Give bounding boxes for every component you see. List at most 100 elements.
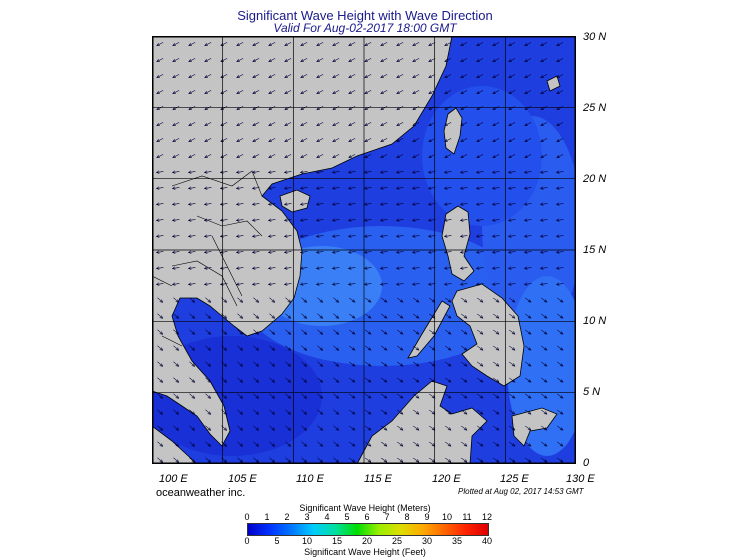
wave-arrow — [316, 106, 324, 110]
wave-arrow — [316, 138, 324, 142]
wave-arrow-head — [555, 170, 560, 174]
wave-arrow-head — [347, 234, 352, 238]
wave-arrow-head — [191, 411, 196, 415]
wave-arrow-head — [492, 106, 496, 110]
wave-arrow — [236, 106, 244, 110]
lat-lon-grid — [152, 36, 576, 464]
wave-arrow — [317, 441, 323, 447]
wave-arrow — [188, 74, 196, 78]
wave-arrow-head — [252, 138, 256, 142]
wave-arrow-head — [559, 331, 564, 335]
wave-arrow — [317, 425, 323, 431]
wave-arrow-head — [347, 250, 352, 254]
wave-arrow — [348, 74, 356, 78]
wave-arrow — [492, 361, 500, 367]
wave-arrow — [317, 345, 323, 351]
wave-arrow — [556, 345, 564, 351]
wave-arrow — [444, 441, 452, 447]
wave-arrow-head — [159, 427, 164, 431]
wave-arrow-head — [540, 90, 544, 94]
wave-arrow-head — [476, 154, 480, 158]
wave-arrow-head — [235, 202, 240, 206]
wave-arrow-head — [380, 42, 384, 46]
wave-arrow-head — [303, 379, 308, 383]
wave-arrow-head — [367, 315, 372, 319]
wave-arrow-head — [367, 411, 372, 415]
wave-arrow — [444, 251, 452, 253]
wave-arrow-head — [539, 202, 544, 206]
wave-arrow — [189, 425, 195, 431]
wave-arrow — [412, 361, 420, 367]
wave-arrow-head — [331, 266, 336, 270]
wave-arrow — [300, 267, 308, 269]
wave-arrow-head — [540, 122, 544, 126]
wave-arrow-head — [299, 282, 304, 286]
wave-arrow-head — [315, 218, 320, 222]
wave-arrow-head — [283, 250, 288, 254]
wave-arrow — [284, 122, 292, 126]
wave-arrow-head — [475, 186, 480, 190]
wave-arrow — [460, 106, 468, 110]
wave-arrow — [396, 187, 404, 189]
wave-arrow — [285, 377, 291, 383]
wave-arrow — [237, 313, 243, 319]
wave-arrow — [157, 313, 163, 319]
wave-arrow — [428, 345, 436, 351]
wave-arrow — [476, 457, 484, 463]
wave-arrow — [540, 457, 548, 463]
wave-arrow — [444, 58, 452, 62]
wave-arrow — [252, 267, 260, 269]
wave-arrow — [204, 74, 212, 78]
wave-arrow — [284, 251, 292, 253]
wave-arrow — [444, 90, 452, 94]
wave-arrow-head — [287, 299, 292, 303]
wave-arrow — [189, 457, 195, 463]
wave-arrow-head — [255, 379, 260, 383]
wave-arrow — [396, 42, 404, 46]
wave-arrow — [237, 457, 243, 463]
wave-arrow — [284, 90, 292, 94]
wave-arrow — [364, 457, 372, 463]
colorbar-tick-meters: 2 — [284, 512, 290, 522]
wave-arrow — [476, 409, 484, 415]
wave-arrow-head — [315, 186, 320, 190]
wave-arrow-head — [299, 250, 304, 254]
wave-arrow — [253, 409, 259, 415]
wave-arrow-head — [412, 42, 416, 46]
wave-arrow — [205, 425, 211, 431]
wave-arrow — [284, 267, 292, 269]
wave-arrow — [300, 138, 308, 142]
wave-arrow — [364, 409, 372, 415]
wave-arrow-head — [491, 218, 496, 222]
wave-arrow-head — [412, 106, 416, 110]
wave-arrow-head — [267, 266, 272, 270]
wave-arrow — [236, 42, 244, 46]
wave-arrow-head — [283, 186, 288, 190]
wave-arrow — [508, 187, 516, 189]
wave-arrow — [268, 219, 276, 221]
wave-arrow — [444, 409, 452, 415]
wave-arrow — [348, 393, 356, 399]
wave-arrow — [492, 90, 500, 94]
wave-arrow-head — [463, 331, 468, 335]
wave-arrow-head — [239, 411, 244, 415]
wave-arrow — [508, 457, 516, 463]
wave-arrow — [173, 345, 179, 351]
wave-arrow-head — [203, 250, 208, 254]
wave-arrow — [492, 345, 500, 351]
wave-arrow-head — [159, 459, 164, 463]
wave-arrow-head — [303, 411, 308, 415]
wave-arrow — [492, 283, 500, 285]
wave-arrow-head — [396, 138, 400, 142]
wave-arrow — [316, 219, 324, 221]
wave-arrow-head — [283, 218, 288, 222]
wave-arrow — [476, 377, 484, 383]
wave-arrow-head — [155, 170, 160, 174]
wave-arrow-head — [524, 154, 528, 158]
wave-arrow-head — [395, 218, 400, 222]
wave-arrow-head — [303, 331, 308, 335]
wave-arrow-head — [527, 379, 532, 383]
wave-arrow-head — [475, 234, 480, 238]
wave-arrow — [540, 329, 548, 335]
wave-arrow — [236, 74, 244, 78]
